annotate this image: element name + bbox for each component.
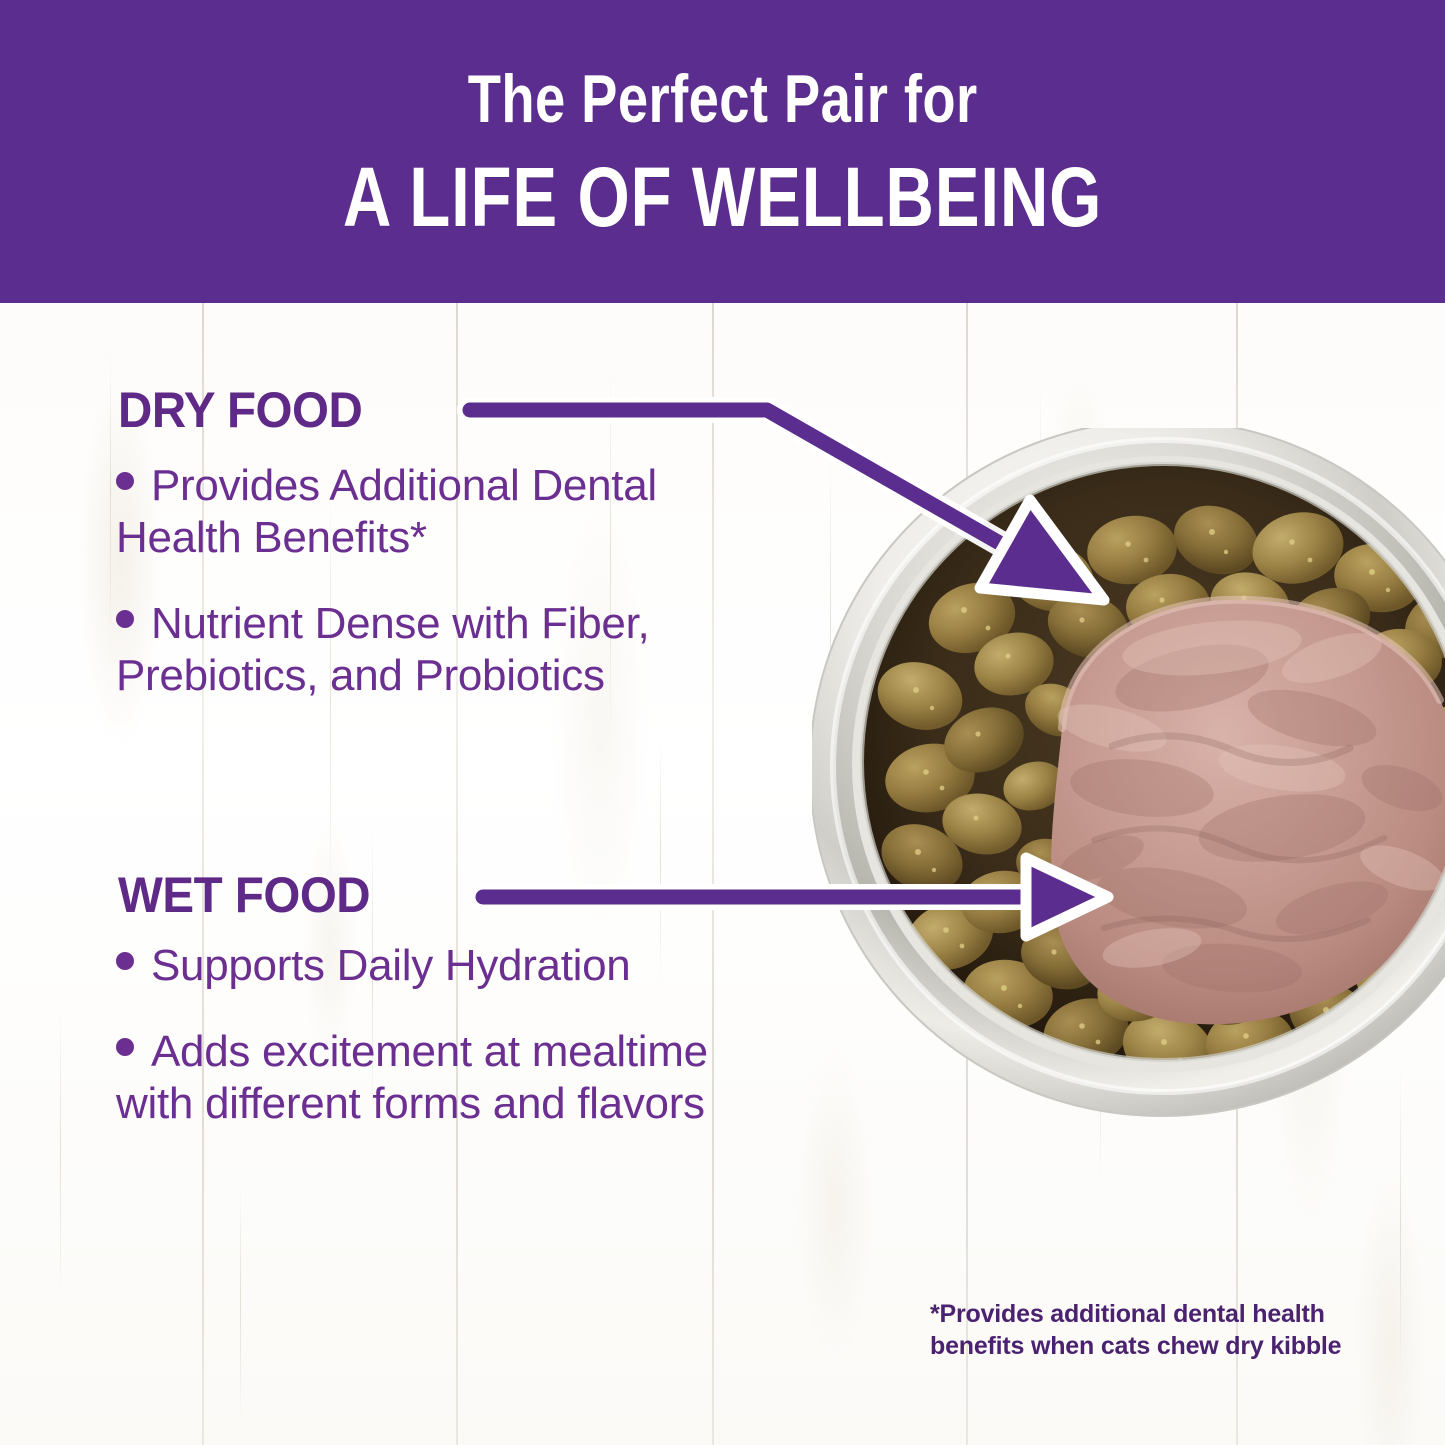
wet-food-heading: WET FOOD	[118, 867, 371, 923]
bullet-text: Supports Daily Hydration	[151, 941, 631, 990]
list-item: Adds excitement at mealtime with differe…	[116, 1026, 776, 1130]
bullet-text: Provides Additional Dental Health Benefi…	[116, 461, 657, 562]
header-banner: The Perfect Pair for A LIFE OF WELLBEING	[0, 0, 1445, 303]
list-item: Provides Additional Dental Health Benefi…	[116, 460, 776, 564]
footnote-line-1: *Provides additional dental health	[930, 1300, 1325, 1328]
food-bowl-image	[812, 428, 1445, 1208]
header-line-1: The Perfect Pair for	[467, 60, 978, 137]
header-line-2: A LIFE OF WELLBEING	[342, 149, 1103, 244]
footnote-line-2: benefits when cats chew dry kibble	[930, 1332, 1342, 1360]
footnote: *Provides additional dental health benef…	[930, 1298, 1370, 1362]
bullet-dot-icon	[116, 1038, 134, 1057]
bullet-dot-icon	[116, 952, 134, 971]
bullet-text: Nutrient Dense with Fiber, Prebiotics, a…	[116, 598, 650, 700]
bullet-text: Adds excitement at mealtime with differe…	[116, 1026, 708, 1128]
wet-food-bullets: Supports Daily Hydration Adds excitement…	[116, 940, 776, 1164]
dry-food-heading: DRY FOOD	[118, 382, 363, 438]
bullet-dot-icon	[116, 610, 134, 629]
dry-food-bullets: Provides Additional Dental Health Benefi…	[116, 460, 776, 736]
list-item: Supports Daily Hydration	[116, 940, 776, 992]
bullet-dot-icon	[116, 472, 134, 491]
list-item: Nutrient Dense with Fiber, Prebiotics, a…	[116, 598, 776, 702]
